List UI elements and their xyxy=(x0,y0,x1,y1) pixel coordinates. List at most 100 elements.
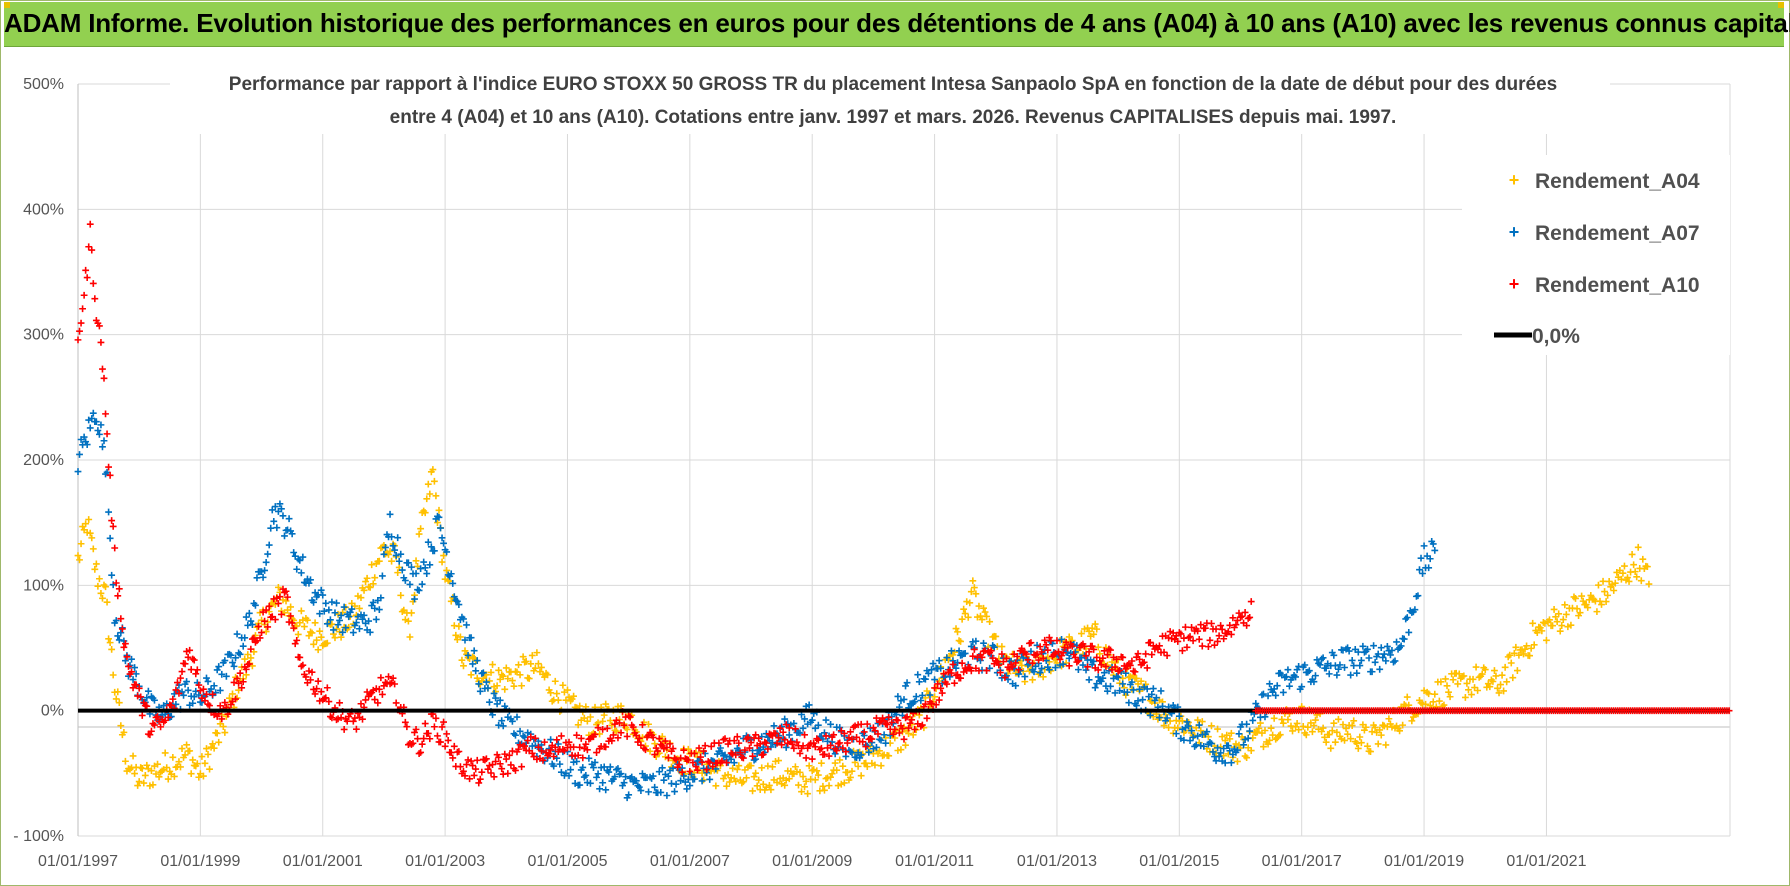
a10-point xyxy=(385,673,392,681)
a10-point xyxy=(1099,654,1107,662)
a04-point xyxy=(502,664,510,672)
a04-point xyxy=(876,747,883,755)
a10-point xyxy=(932,701,940,709)
a04-point xyxy=(1486,683,1494,691)
a04-point xyxy=(221,729,229,736)
a07-point xyxy=(1221,759,1229,767)
a04-point xyxy=(972,590,980,598)
a07-point xyxy=(248,621,256,628)
a07-point xyxy=(972,637,980,645)
a10-point xyxy=(157,723,164,731)
a07-point xyxy=(241,634,249,642)
a10-point xyxy=(793,738,801,746)
a10-point xyxy=(392,699,400,707)
a07-point xyxy=(1345,647,1353,655)
a04-point xyxy=(405,617,412,625)
a10-point xyxy=(424,730,432,737)
a07-point xyxy=(273,524,281,532)
a04-point xyxy=(92,560,100,568)
a04-point xyxy=(103,598,111,606)
a07-point xyxy=(782,744,790,751)
a04-point xyxy=(583,717,591,725)
a04-point xyxy=(86,529,94,537)
a07-point xyxy=(1260,690,1267,698)
a07-point xyxy=(1393,638,1400,646)
a10-point xyxy=(311,690,319,698)
a04-point xyxy=(1429,698,1437,706)
a10-point xyxy=(911,726,919,733)
a07-point xyxy=(92,418,100,426)
a04-point xyxy=(203,745,210,752)
a10-point xyxy=(245,660,253,668)
a10-point xyxy=(996,669,1004,677)
a04-point xyxy=(791,763,799,771)
a04-point xyxy=(1494,684,1501,692)
a10-point xyxy=(1038,648,1046,656)
a10-point xyxy=(449,754,457,762)
a07-point xyxy=(472,667,480,675)
a10-point xyxy=(821,750,828,758)
a07-point xyxy=(339,628,347,636)
a10-point xyxy=(313,685,321,693)
a10-point xyxy=(154,713,161,720)
a04-point xyxy=(148,767,155,775)
a10-point xyxy=(1111,663,1119,671)
a04-point xyxy=(739,778,747,786)
a10-point xyxy=(603,725,611,732)
a10-point xyxy=(883,721,891,728)
a07-point xyxy=(602,786,610,794)
a04-point xyxy=(308,629,316,637)
a04-point xyxy=(187,770,195,778)
a04-point xyxy=(262,628,270,635)
x-axis-ticks: 01/01/1997 01/01/1999 01/01/2001 01/01/2003… xyxy=(38,853,1587,870)
a04-point xyxy=(909,731,917,739)
a07-point xyxy=(585,754,593,762)
a10-point xyxy=(730,737,738,745)
a10-point xyxy=(839,744,847,752)
a10-point xyxy=(626,713,634,721)
a10-point xyxy=(723,759,730,767)
a04-point xyxy=(1039,673,1047,681)
a07-point xyxy=(1215,753,1223,760)
a07-point xyxy=(469,660,477,668)
x-tick-label: 01/01/2011 xyxy=(895,853,974,870)
a07-point xyxy=(1431,547,1439,554)
a07-point xyxy=(658,764,666,772)
a10-point xyxy=(1085,648,1093,656)
a04-point xyxy=(970,584,978,591)
a07-point xyxy=(1370,642,1377,650)
a07-point xyxy=(405,559,412,567)
a07-point xyxy=(1189,733,1197,741)
a04-point xyxy=(1327,744,1335,752)
a10-point xyxy=(1148,651,1156,658)
a07-point xyxy=(1298,683,1306,691)
legend-label-zero: 0,0% xyxy=(1532,325,1580,348)
a04-point xyxy=(574,721,582,729)
title-banner: ADAM Informe. Evolution historique des p… xyxy=(4,2,1790,47)
a04-point xyxy=(406,633,414,641)
a04-point xyxy=(429,466,437,473)
a10-point xyxy=(1036,643,1044,651)
a04-point xyxy=(646,747,654,755)
a04-point xyxy=(1526,652,1534,660)
a07-point xyxy=(1128,678,1136,686)
a07-point xyxy=(253,574,261,582)
a10-point xyxy=(1126,662,1134,669)
a10-point xyxy=(721,735,729,743)
a10-point xyxy=(146,731,154,739)
a07-point xyxy=(1246,727,1254,735)
a10-point xyxy=(889,730,897,738)
a04-point xyxy=(1465,686,1472,694)
a07-point xyxy=(1359,642,1367,650)
a10-point xyxy=(802,754,810,762)
a10-point xyxy=(515,745,522,753)
a04-point xyxy=(1443,682,1451,690)
a10-point xyxy=(616,719,623,727)
a07-point xyxy=(440,539,447,547)
a07-point xyxy=(1208,740,1215,748)
a10-point xyxy=(1198,642,1206,650)
a04-point xyxy=(161,749,169,757)
a10-point xyxy=(860,728,868,736)
a04-point xyxy=(1341,736,1348,744)
a04-point xyxy=(91,565,99,573)
